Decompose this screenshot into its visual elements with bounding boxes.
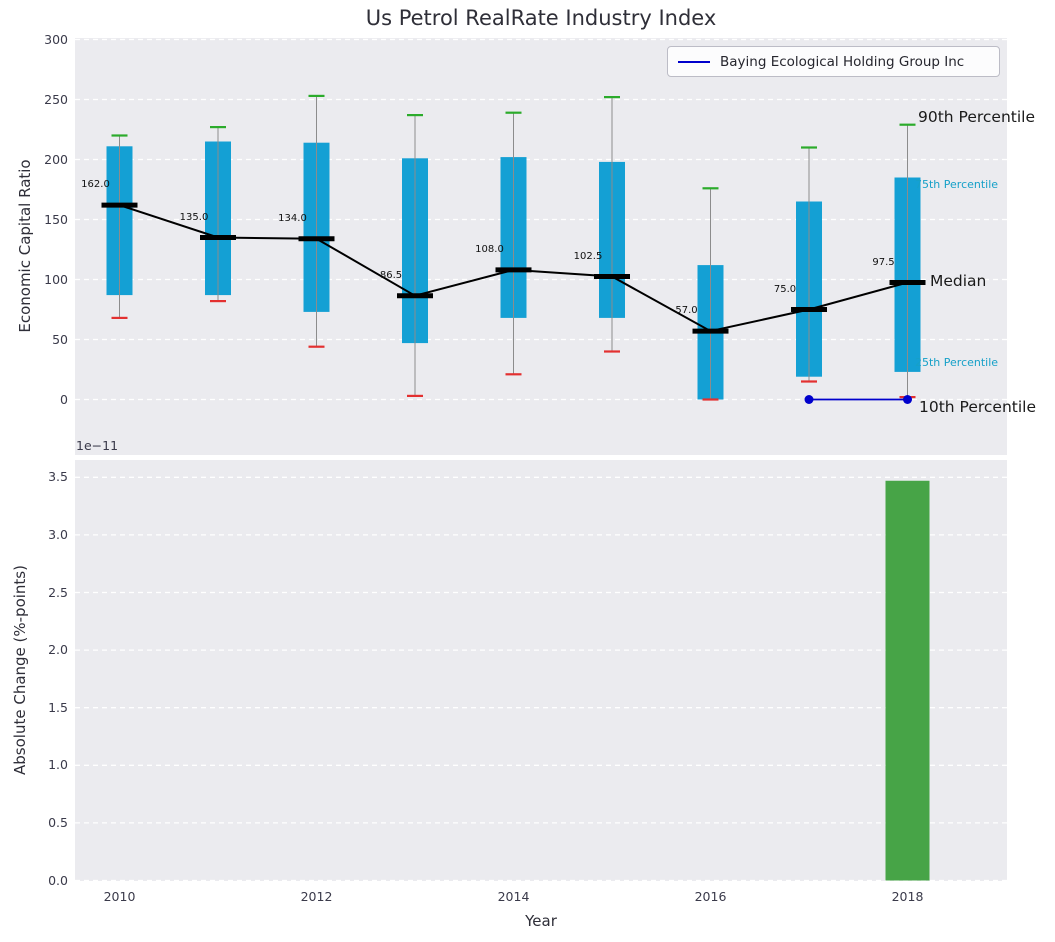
x-tick-label: 2014: [497, 889, 530, 904]
y-tick-label: 50: [52, 331, 68, 347]
x-tick-label: 2016: [694, 889, 727, 904]
median-value-label: 108.0: [475, 243, 504, 255]
bottom-y-axis-label: Absolute Change (%-points): [11, 565, 29, 775]
y-tick-label: 1.5: [48, 699, 68, 715]
median-value-label: 102.5: [573, 250, 603, 262]
axis-scale-offset-label: 1e−11: [76, 438, 119, 453]
change-bar: [885, 480, 930, 881]
y-tick-label: 250: [44, 91, 68, 107]
y-tick-label: 300: [44, 31, 68, 47]
median-value-label: 86.5: [379, 269, 403, 281]
x-axis-label: Year: [525, 912, 557, 930]
y-tick-label: 0: [60, 391, 68, 407]
y-tick-label: 150: [44, 211, 68, 227]
legend-line-sample: [678, 60, 710, 63]
y-tick-label: 100: [44, 271, 68, 287]
median-value-label: 135.0: [179, 211, 209, 223]
annotation-25th-percentile: 25th Percentile: [915, 356, 999, 369]
annotation-median: Median: [930, 272, 987, 290]
y-tick-label: 200: [44, 151, 68, 167]
x-tick-label: 2018: [891, 889, 924, 904]
y-tick-label: 1.0: [48, 757, 68, 773]
company-marker: [804, 395, 814, 404]
y-tick-label: 0.5: [48, 814, 68, 830]
annotation-90th-percentile: 90th Percentile: [918, 108, 1036, 126]
y-tick-label: 0.0: [48, 872, 68, 888]
x-tick-label: 2010: [103, 889, 136, 904]
median-value-label: 162.0: [81, 179, 110, 191]
chart-title: Us Petrol RealRate Industry Index: [365, 6, 717, 30]
x-tick-label: 2012: [300, 889, 333, 904]
annotation-75th-percentile: 75th Percentile: [915, 178, 999, 191]
y-tick-label: 2.5: [48, 584, 68, 600]
median-value-label: 134.0: [278, 212, 307, 224]
y-tick-label: 3.0: [48, 526, 68, 542]
y-tick-label: 2.0: [48, 642, 68, 658]
legend: Baying Ecological Holding Group Inc: [667, 46, 1000, 77]
company-marker: [903, 395, 912, 404]
bottom-axes-background: [75, 460, 1007, 881]
annotation-10th-percentile: 10th Percentile: [919, 398, 1037, 416]
median-value-label: 75.0: [773, 283, 797, 295]
median-value-label: 57.0: [675, 305, 698, 317]
median-value-label: 97.5: [872, 256, 895, 268]
top-y-axis-label: Economic Capital Ratio: [16, 159, 34, 333]
legend-label: Baying Ecological Holding Group Inc: [720, 53, 965, 70]
y-tick-label: 3.5: [48, 469, 68, 485]
